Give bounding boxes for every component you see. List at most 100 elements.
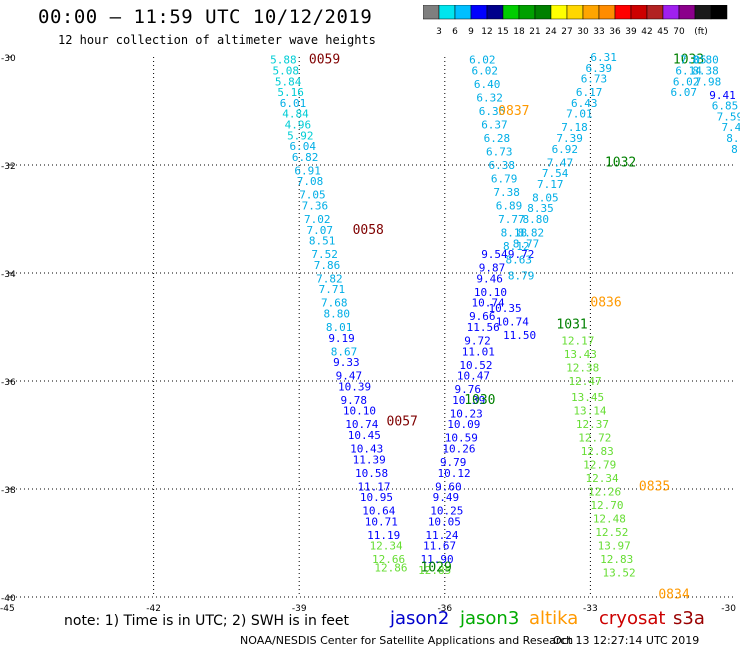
pass-time-label: 0059: [309, 53, 340, 68]
swh-value-label: 8.5: [726, 132, 740, 145]
swh-value-label: 6.14: [675, 65, 702, 78]
swh-value-label: 6.37: [481, 119, 508, 132]
swh-value-label: 9.47: [336, 370, 363, 383]
swh-value-label: 11.39: [353, 453, 386, 466]
swh-value-label: 13.97: [598, 540, 631, 553]
swh-value-label: 8.82: [518, 227, 545, 240]
pass-time-label: 1033: [673, 53, 704, 68]
swh-value-label: 10.25: [430, 505, 463, 518]
swh-value-label: 12.70: [590, 499, 623, 512]
swh-value-label: 5.84: [275, 75, 302, 88]
swh-value-label: 10.39: [452, 394, 485, 407]
swh-value-label: 9.19: [328, 332, 355, 345]
swh-value-label: 6.01: [280, 97, 307, 110]
pass-time-label: 1030: [464, 393, 495, 408]
swh-value-label: 10.45: [348, 429, 381, 442]
swh-value-label: 9.72: [464, 335, 491, 348]
swh-value-label: 7.05: [680, 54, 707, 67]
pass-time-label: 0057: [387, 415, 418, 430]
swh-value-label: 11.01: [462, 345, 495, 358]
swh-value-label: 9.76: [455, 383, 482, 396]
legend-s3a: s3a: [673, 608, 705, 629]
x-tick-label: -36: [437, 604, 452, 614]
swh-value-label: 9.78: [340, 394, 367, 407]
swh-value-label: 8.51: [309, 235, 336, 248]
swh-value-label: 10.26: [442, 443, 475, 456]
swh-value-label: 10.43: [350, 443, 383, 456]
swh-value-label: 8.35: [527, 202, 554, 215]
legend-altika: altika: [529, 608, 579, 629]
swh-value-label: 7.42: [721, 121, 740, 134]
pass-time-label: 0836: [590, 296, 621, 311]
swh-value-label: 7.52: [311, 248, 338, 261]
swh-value-label: 6.32: [476, 92, 503, 105]
swh-value-label: 11.17: [357, 480, 390, 493]
swh-value-label: 7.68: [321, 297, 348, 310]
swh-value-label: 5.92: [287, 129, 314, 142]
swh-value-label: 10.59: [445, 432, 478, 445]
x-tick-label: -42: [146, 604, 161, 614]
colorbar-label: 12: [481, 27, 492, 37]
swh-value-label: 12.66: [372, 553, 405, 566]
swh-value-label: 12.83: [581, 445, 614, 458]
swh-value-label: 7.71: [319, 283, 346, 296]
pass-time-label: 0835: [639, 479, 670, 494]
swh-value-label: 10.74: [471, 297, 504, 310]
swh-value-label: 7.02: [304, 213, 331, 226]
swh-value-label: 6.92: [552, 143, 579, 156]
swh-value-label: 8.01: [326, 321, 353, 334]
y-tick-label: -40: [1, 594, 16, 604]
chart-subtitle: 12 hour collection of altimeter wave hei…: [58, 33, 376, 47]
swh-value-label: 8.80: [692, 54, 719, 67]
swh-value-label: 10.47: [457, 370, 490, 383]
pass-time-label: 1032: [605, 155, 636, 170]
colorbar-label: 21: [529, 27, 540, 37]
swh-value-label: 7.05: [299, 189, 326, 202]
swh-value-label: 8.80: [522, 213, 549, 226]
swh-value-label: 10.64: [362, 505, 395, 518]
swh-value-label: 12.34: [586, 472, 619, 485]
swh-value-label: 9.49: [433, 491, 460, 504]
swh-value-label: 9.79: [440, 456, 467, 469]
swh-value-label: 9.54: [481, 248, 508, 261]
swh-value-label: 6.02: [673, 75, 700, 88]
pass-time-label: 0837: [498, 104, 529, 119]
swh-value-label: 6.31: [590, 51, 617, 64]
x-tick-label: -33: [583, 604, 598, 614]
swh-value-label: 7.38: [493, 186, 520, 199]
pass-time-label: 0834: [658, 587, 689, 602]
x-tick-label: -39: [292, 604, 307, 614]
swh-value-label: 8.63: [505, 254, 532, 267]
colorbar-label: 27: [561, 27, 572, 37]
swh-value-label: 12.86: [374, 561, 407, 574]
pass-time-label: 1031: [556, 317, 587, 332]
swh-value-label: 6.73: [581, 73, 608, 86]
swh-value-label: 9.33: [333, 356, 360, 369]
swh-value-label: 10.12: [438, 467, 471, 480]
swh-value-label: 10.95: [360, 491, 393, 504]
swh-value-label: 8.12: [503, 240, 530, 253]
y-tick-label: -34: [1, 270, 16, 280]
swh-value-label: 6.28: [484, 132, 511, 145]
swh-value-label: 6.39: [586, 62, 613, 75]
swh-value-label: 12.37: [576, 418, 609, 431]
legend-jason3: jason3: [460, 608, 520, 629]
colorbar-label: 42: [641, 27, 652, 37]
swh-value-label: 7.98: [695, 75, 722, 88]
legend-jason2: jason2: [390, 608, 450, 629]
y-tick-label: -32: [1, 162, 16, 172]
swh-value-label: 12.38: [566, 362, 599, 375]
swh-value-label: 6.07: [670, 86, 697, 99]
swh-value-label: 7.07: [306, 224, 333, 237]
swh-value-label: 7.17: [537, 178, 564, 191]
colorbar-label: 9: [468, 27, 474, 37]
colorbar-label: 6: [452, 27, 458, 37]
pass-time-label: 1029: [421, 560, 452, 575]
swh-value-label: 10.35: [488, 302, 521, 315]
swh-value-label: 7.39: [556, 132, 583, 145]
colorbar-label: 15: [497, 27, 508, 37]
swh-value-label: 13.14: [573, 405, 606, 418]
swh-value-label: 10.39: [338, 380, 371, 393]
swh-value-label: 12.26: [588, 486, 621, 499]
swh-value-label: 9.46: [476, 272, 503, 285]
